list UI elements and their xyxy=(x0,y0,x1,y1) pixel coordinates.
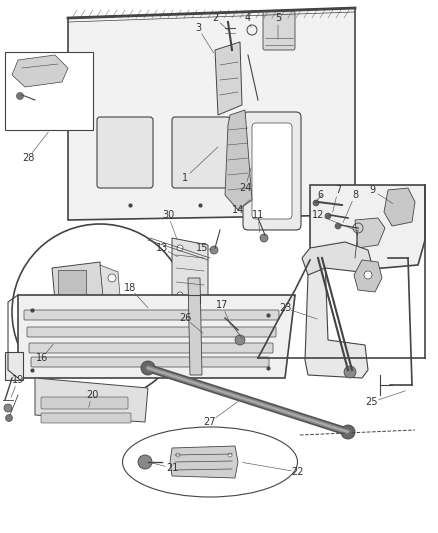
Text: 18: 18 xyxy=(124,283,136,293)
Text: 30: 30 xyxy=(162,210,174,220)
Text: 11: 11 xyxy=(252,210,264,220)
Text: 6: 6 xyxy=(317,190,323,200)
Ellipse shape xyxy=(123,427,297,497)
Text: 20: 20 xyxy=(86,390,98,400)
Text: 27: 27 xyxy=(204,417,216,427)
Text: 23: 23 xyxy=(279,303,291,313)
Circle shape xyxy=(116,338,124,346)
Text: 26: 26 xyxy=(179,313,191,323)
Bar xyxy=(58,308,82,330)
FancyBboxPatch shape xyxy=(29,343,273,353)
Text: 24: 24 xyxy=(239,183,251,193)
Circle shape xyxy=(335,223,341,229)
Polygon shape xyxy=(302,242,372,275)
Polygon shape xyxy=(35,378,148,422)
Text: 8: 8 xyxy=(352,190,358,200)
Text: 9: 9 xyxy=(369,185,375,195)
Polygon shape xyxy=(172,238,208,305)
FancyBboxPatch shape xyxy=(172,117,230,188)
Polygon shape xyxy=(100,265,125,355)
Bar xyxy=(5,52,93,130)
Polygon shape xyxy=(12,55,68,87)
Circle shape xyxy=(108,274,116,282)
Circle shape xyxy=(141,361,155,375)
FancyBboxPatch shape xyxy=(31,357,269,367)
Polygon shape xyxy=(18,295,295,378)
Circle shape xyxy=(17,93,24,100)
Text: 7: 7 xyxy=(335,185,341,195)
Text: 25: 25 xyxy=(366,397,378,407)
Circle shape xyxy=(177,292,183,298)
Text: 14: 14 xyxy=(232,205,244,215)
Text: 15: 15 xyxy=(196,243,208,253)
Circle shape xyxy=(325,213,331,219)
Circle shape xyxy=(228,453,232,457)
Polygon shape xyxy=(52,262,108,355)
Bar xyxy=(58,270,86,300)
Polygon shape xyxy=(225,110,252,210)
Polygon shape xyxy=(310,185,425,270)
Text: 2: 2 xyxy=(212,13,218,23)
Polygon shape xyxy=(355,218,385,248)
Text: 22: 22 xyxy=(292,467,304,477)
Circle shape xyxy=(12,224,188,400)
Polygon shape xyxy=(170,446,238,478)
Circle shape xyxy=(210,246,218,254)
Circle shape xyxy=(4,404,12,412)
Text: 17: 17 xyxy=(216,300,228,310)
Circle shape xyxy=(176,453,180,457)
Polygon shape xyxy=(68,8,355,220)
Polygon shape xyxy=(305,258,368,378)
FancyBboxPatch shape xyxy=(263,11,295,50)
Circle shape xyxy=(313,200,319,206)
FancyBboxPatch shape xyxy=(97,117,153,188)
Bar xyxy=(5,352,23,380)
Text: 28: 28 xyxy=(22,153,34,163)
Text: 3: 3 xyxy=(195,23,201,33)
Text: 1: 1 xyxy=(182,173,188,183)
Text: 21: 21 xyxy=(166,463,178,473)
FancyBboxPatch shape xyxy=(41,397,128,409)
Text: 4: 4 xyxy=(245,13,251,23)
Circle shape xyxy=(364,271,372,279)
Text: 16: 16 xyxy=(36,353,48,363)
Polygon shape xyxy=(354,260,382,292)
Circle shape xyxy=(76,306,100,330)
Circle shape xyxy=(341,425,355,439)
FancyBboxPatch shape xyxy=(27,327,276,337)
Text: 12: 12 xyxy=(312,210,324,220)
Circle shape xyxy=(138,455,152,469)
FancyBboxPatch shape xyxy=(252,123,292,219)
Circle shape xyxy=(260,234,268,242)
Polygon shape xyxy=(384,188,415,226)
Circle shape xyxy=(235,335,245,345)
Text: 5: 5 xyxy=(275,13,281,23)
FancyBboxPatch shape xyxy=(41,413,131,423)
Polygon shape xyxy=(215,42,242,115)
Polygon shape xyxy=(198,318,228,355)
Text: 19: 19 xyxy=(12,375,24,385)
Circle shape xyxy=(177,245,183,251)
Text: 13: 13 xyxy=(156,243,168,253)
Circle shape xyxy=(83,313,93,323)
Polygon shape xyxy=(188,278,202,375)
FancyBboxPatch shape xyxy=(24,310,279,320)
Circle shape xyxy=(68,338,88,358)
FancyBboxPatch shape xyxy=(243,112,301,230)
Circle shape xyxy=(6,415,13,422)
Circle shape xyxy=(344,366,356,378)
